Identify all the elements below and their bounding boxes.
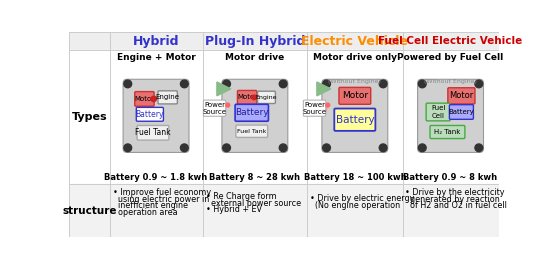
Text: Fuel
Cell: Fuel Cell — [431, 106, 445, 118]
Circle shape — [379, 144, 387, 152]
Text: Engine: Engine — [156, 94, 179, 100]
Circle shape — [181, 144, 188, 152]
FancyBboxPatch shape — [235, 104, 269, 121]
Text: inefficient engine: inefficient engine — [112, 201, 188, 210]
FancyBboxPatch shape — [426, 103, 450, 121]
Text: of H2 and O2 in fuel cell: of H2 and O2 in fuel cell — [405, 201, 507, 210]
Text: Battery 8 ~ 28 kwh: Battery 8 ~ 28 kwh — [209, 173, 300, 182]
Text: Battery 0.9 ~ 1.8 kwh: Battery 0.9 ~ 1.8 kwh — [104, 173, 208, 182]
Text: structure: structure — [62, 206, 117, 215]
FancyBboxPatch shape — [322, 79, 388, 152]
Text: generated by reaction: generated by reaction — [405, 195, 500, 204]
FancyBboxPatch shape — [448, 88, 475, 104]
Text: (Without Engine): (Without Engine) — [329, 80, 381, 85]
FancyBboxPatch shape — [137, 126, 169, 140]
Circle shape — [223, 80, 230, 88]
Circle shape — [418, 144, 426, 152]
FancyBboxPatch shape — [238, 90, 257, 104]
Circle shape — [124, 144, 132, 152]
Circle shape — [326, 103, 330, 107]
Text: using electric power in: using electric power in — [112, 195, 209, 204]
Text: Fuel Tank: Fuel Tank — [135, 128, 171, 137]
FancyBboxPatch shape — [123, 79, 189, 152]
Circle shape — [475, 80, 483, 88]
Text: (Without Engine): (Without Engine) — [424, 80, 477, 85]
Text: Plug-In Hybrid: Plug-In Hybrid — [204, 35, 305, 48]
Text: Engine: Engine — [256, 95, 277, 100]
Circle shape — [475, 144, 483, 152]
Text: (No engine operation: (No engine operation — [310, 201, 401, 210]
Text: Fuel Tank: Fuel Tank — [237, 129, 266, 134]
Circle shape — [181, 80, 188, 88]
Text: Motor: Motor — [135, 96, 155, 102]
Text: • Drive by electric energy: • Drive by electric energy — [310, 194, 414, 203]
Circle shape — [418, 80, 426, 88]
Text: Engine + Motor: Engine + Motor — [117, 53, 196, 62]
Circle shape — [223, 144, 230, 152]
FancyBboxPatch shape — [258, 91, 275, 103]
Polygon shape — [217, 82, 231, 96]
Polygon shape — [317, 82, 331, 96]
Bar — [69, 184, 499, 237]
Bar — [69, 32, 499, 50]
FancyBboxPatch shape — [203, 100, 226, 116]
FancyBboxPatch shape — [222, 79, 288, 152]
Text: Motor drive only: Motor drive only — [313, 53, 397, 62]
FancyBboxPatch shape — [430, 126, 465, 139]
Text: • Hybrid + EV: • Hybrid + EV — [206, 205, 261, 214]
Text: • Improve fuel economy: • Improve fuel economy — [112, 188, 211, 197]
FancyBboxPatch shape — [334, 109, 376, 131]
FancyBboxPatch shape — [418, 79, 484, 152]
Text: Battery: Battery — [336, 115, 374, 125]
Text: Battery: Battery — [449, 109, 474, 115]
Bar — [69, 50, 499, 184]
FancyBboxPatch shape — [236, 125, 268, 138]
Text: Motor drive: Motor drive — [225, 53, 285, 62]
Circle shape — [252, 95, 257, 100]
FancyBboxPatch shape — [135, 92, 154, 106]
Text: Battery: Battery — [136, 110, 164, 119]
Text: Motor: Motor — [342, 91, 368, 100]
Text: Types: Types — [71, 113, 107, 122]
Text: Motor: Motor — [449, 91, 474, 100]
Circle shape — [124, 80, 132, 88]
FancyBboxPatch shape — [449, 105, 474, 119]
FancyBboxPatch shape — [136, 107, 163, 121]
Text: operation area: operation area — [112, 208, 177, 217]
FancyBboxPatch shape — [158, 91, 177, 104]
Circle shape — [379, 80, 387, 88]
Text: Electric Vehicle: Electric Vehicle — [301, 35, 408, 48]
Circle shape — [322, 80, 330, 88]
Text: external power source: external power source — [206, 199, 301, 208]
Circle shape — [151, 96, 156, 102]
Text: Motor: Motor — [237, 94, 257, 100]
Circle shape — [226, 103, 230, 107]
FancyBboxPatch shape — [339, 87, 371, 104]
Text: H₂ Tank: H₂ Tank — [434, 129, 460, 135]
Text: Battery: Battery — [235, 108, 269, 117]
Text: Power
Source: Power Source — [302, 102, 326, 115]
FancyBboxPatch shape — [303, 100, 326, 116]
Text: • Re Charge form: • Re Charge form — [206, 192, 276, 201]
Text: Hybrid: Hybrid — [133, 35, 179, 48]
Text: Powered by Fuel Cell: Powered by Fuel Cell — [397, 53, 504, 62]
Circle shape — [279, 80, 287, 88]
Text: Battery 18 ~ 100 kwh: Battery 18 ~ 100 kwh — [304, 173, 406, 182]
Text: • Drive by the electricity: • Drive by the electricity — [405, 188, 504, 197]
Circle shape — [322, 144, 330, 152]
Circle shape — [279, 144, 287, 152]
Text: Power
Source: Power Source — [203, 102, 227, 115]
Text: Fuel Cell Electric Vehicle: Fuel Cell Electric Vehicle — [378, 36, 522, 46]
Text: Battery 0.9 ~ 8 kwh: Battery 0.9 ~ 8 kwh — [403, 173, 497, 182]
